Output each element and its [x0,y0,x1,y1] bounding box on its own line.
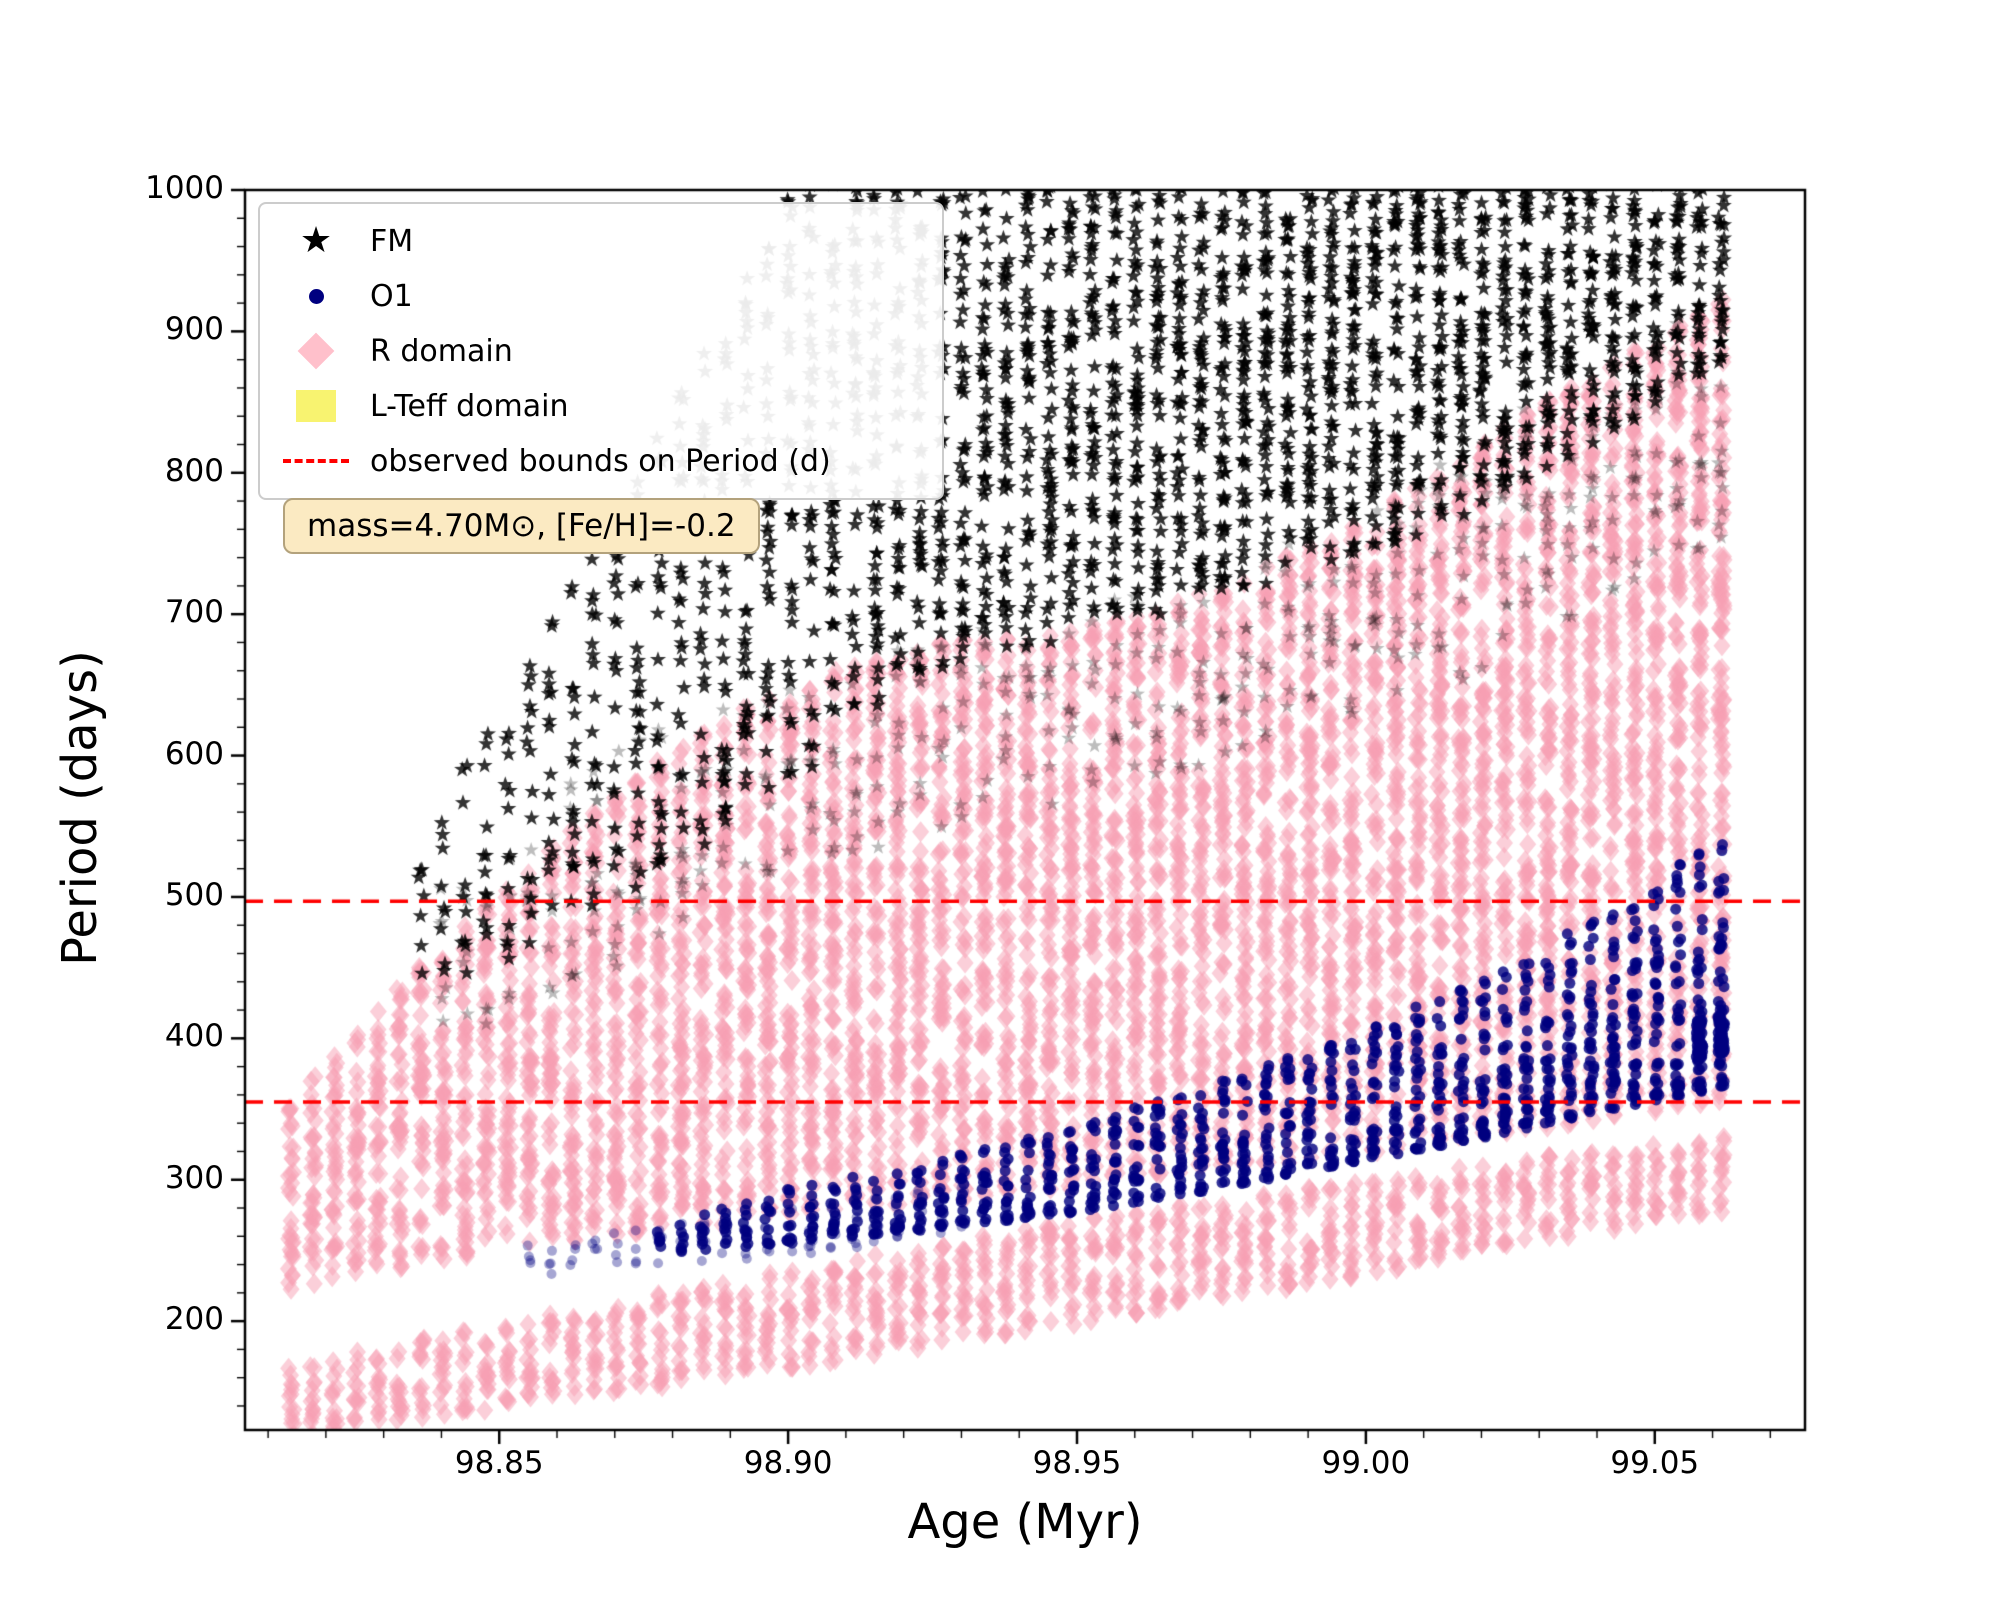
legend-item: O1 [278,273,918,319]
y-tick-label: 900 [164,311,224,348]
annotation-box: mass=4.70M⊙, [Fe/H]=-0.2 [283,498,760,554]
square-icon [278,390,354,422]
x-tick-label: 99.05 [1610,1445,1700,1481]
y-tick-label: 200 [164,1301,224,1338]
legend: ★ FM O1 R domain L-Teff domain observed bound… [258,202,944,500]
x-axis-label: Age (Myr) [907,1494,1143,1550]
y-tick-label: 400 [164,1018,224,1055]
legend-item: observed bounds on Period (d) [278,438,918,484]
x-tick-label: 98.85 [454,1445,544,1481]
legend-item-label: R domain [370,333,513,369]
diamond-icon [278,332,354,370]
y-tick-label: 1000 [145,170,224,206]
x-tick-label: 99.00 [1321,1445,1411,1481]
y-tick-label: 700 [164,594,224,631]
y-axis-label: Period (days) [52,650,108,966]
star-icon: ★ [299,220,333,261]
x-tick-label: 98.90 [743,1445,833,1481]
legend-item-label: observed bounds on Period (d) [370,443,831,479]
x-tick-label: 98.95 [1032,1445,1122,1481]
annotation-text: mass=4.70M⊙, [Fe/H]=-0.2 [307,508,736,544]
y-tick-label: 600 [164,735,224,772]
y-tick-label: 800 [164,452,224,489]
legend-item-label: FM [370,223,414,259]
y-tick-label: 300 [164,1159,224,1196]
legend-item-label: O1 [370,278,413,314]
legend-item: ★ FM [278,218,918,264]
legend-item: L-Teff domain [278,383,918,429]
legend-item: R domain [278,328,918,374]
legend-item-label: L-Teff domain [370,388,569,424]
y-tick-label: 500 [164,876,224,913]
circle-icon [278,288,354,304]
dashed-line-icon [278,459,354,463]
